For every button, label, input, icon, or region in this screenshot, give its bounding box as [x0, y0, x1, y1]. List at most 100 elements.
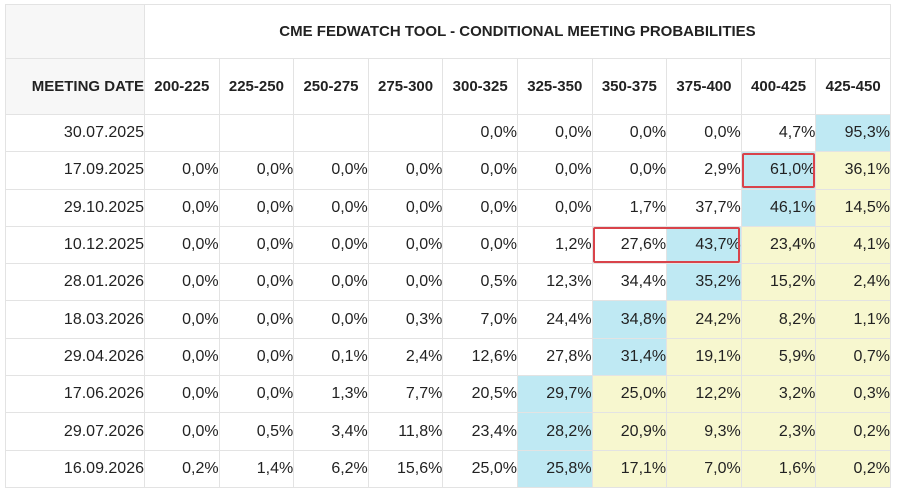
- probability-cell: 95,3%: [815, 113, 891, 153]
- probability-cell: 34,8%: [591, 300, 668, 339]
- probability-cell: 3,4%: [293, 412, 369, 451]
- probability-cell: 0,0%: [442, 225, 518, 265]
- probability-cell: 25,8%: [516, 449, 593, 488]
- probability-cell: [218, 113, 295, 153]
- probability-cell: 0,5%: [218, 412, 295, 451]
- probability-cell: 2,9%: [666, 151, 742, 190]
- title-row: CME FEDWATCH TOOL - CONDITIONAL MEETING …: [5, 4, 891, 59]
- meeting-date-header: MEETING DATE: [5, 58, 145, 115]
- meeting-date-cell: 29.04.2026: [5, 337, 145, 377]
- probability-cell: 2,3%: [740, 412, 817, 451]
- probability-cell: 0,3%: [815, 375, 891, 414]
- probability-cell: 0,0%: [144, 300, 220, 339]
- probability-cell: 0,0%: [367, 263, 444, 302]
- probability-cell: 0,7%: [815, 337, 891, 377]
- probability-cell: 0,0%: [218, 337, 295, 377]
- table-row: 29.07.2026 0,0% 0,5% 3,4% 11,8% 23,4% 28,2% 20,…: [5, 412, 891, 451]
- table-row: 18.03.2026 0,0% 0,0% 0,0% 0,3% 7,0% 24,4% 34,8%…: [5, 300, 891, 339]
- probability-cell: 25,0%: [591, 375, 668, 414]
- probability-cell: 12,6%: [442, 337, 518, 377]
- probability-cell: [293, 113, 369, 153]
- probability-cell: 24,4%: [516, 300, 593, 339]
- probability-cell: 0,0%: [516, 188, 593, 227]
- table-row: 29.04.2026 0,0% 0,0% 0,1% 2,4% 12,6% 27,8% 31,4…: [5, 337, 891, 377]
- meeting-date-cell: 29.10.2025: [5, 188, 145, 227]
- table-body: 30.07.2025 0,0% 0,0% 0,0% 0,0% 4,7% 95,3% 17.09…: [5, 113, 891, 488]
- probability-cell: 29,7%: [516, 375, 593, 414]
- probability-cell: 1,6%: [740, 449, 817, 488]
- probability-cell: 27,6%: [591, 225, 668, 265]
- probability-cell: 0,0%: [218, 263, 295, 302]
- probability-cell: 15,2%: [740, 263, 817, 302]
- header-row: MEETING DATE 200-225 225-250 250-275 275-30…: [5, 58, 891, 115]
- table-row: 10.12.2025 0,0% 0,0% 0,0% 0,0% 0,0% 1,2% 27,6% 4…: [5, 225, 891, 265]
- meeting-date-cell: 30.07.2025: [5, 113, 145, 153]
- probability-cell: 0,2%: [815, 449, 891, 488]
- probability-cell: 0,0%: [293, 300, 369, 339]
- probability-cell: 34,4%: [591, 263, 668, 302]
- table-row: 28.01.2026 0,0% 0,0% 0,0% 0,0% 0,5% 12,3% 34,4%…: [5, 263, 891, 302]
- probability-cell: 0,0%: [144, 225, 220, 265]
- probability-cell: 20,5%: [442, 375, 518, 414]
- probability-cell: [367, 113, 444, 153]
- probability-cell: 0,0%: [442, 188, 518, 227]
- probability-cell: 12,2%: [666, 375, 742, 414]
- title-corner: [5, 4, 145, 59]
- probability-cell: 0,2%: [144, 449, 220, 488]
- probability-cell: 0,0%: [293, 188, 369, 227]
- probability-cell: 11,8%: [367, 412, 444, 451]
- fedwatch-table: CME FEDWATCH TOOL - CONDITIONAL MEETING …: [5, 4, 891, 488]
- meeting-date-cell: 16.09.2026: [5, 449, 145, 488]
- probability-cell: 0,0%: [144, 375, 220, 414]
- probability-cell: 6,2%: [293, 449, 369, 488]
- probability-cell: 27,8%: [516, 337, 593, 377]
- rate-range-header: 250-275: [293, 58, 369, 115]
- probability-cell: 31,4%: [591, 337, 668, 377]
- probability-cell: 0,0%: [144, 188, 220, 227]
- probability-cell: 20,9%: [591, 412, 668, 451]
- probability-cell: 8,2%: [740, 300, 817, 339]
- probability-cell: 0,0%: [516, 151, 593, 190]
- meeting-date-cell: 18.03.2026: [5, 300, 145, 339]
- probability-cell: 0,0%: [144, 412, 220, 451]
- probability-cell: 1,7%: [591, 188, 668, 227]
- probability-cell: 0,0%: [144, 263, 220, 302]
- probability-cell: 0,0%: [591, 113, 668, 153]
- probability-cell: 0,5%: [442, 263, 518, 302]
- probability-cell: 9,3%: [666, 412, 742, 451]
- meeting-date-cell: 17.09.2025: [5, 151, 145, 190]
- probability-cell: 0,0%: [516, 113, 593, 153]
- probability-cell: 0,2%: [815, 412, 891, 451]
- probability-cell: 15,6%: [367, 449, 444, 488]
- probability-cell: 46,1%: [740, 188, 817, 227]
- rate-range-header: 350-375: [591, 58, 668, 115]
- probability-cell: 0,0%: [218, 300, 295, 339]
- probability-cell: 1,4%: [218, 449, 295, 488]
- rate-range-header: 400-425: [740, 58, 817, 115]
- probability-cell: 7,7%: [367, 375, 444, 414]
- probability-cell: 25,0%: [442, 449, 518, 488]
- table-title: CME FEDWATCH TOOL - CONDITIONAL MEETING …: [144, 4, 891, 59]
- probability-cell: 0,0%: [144, 337, 220, 377]
- probability-cell: 1,3%: [293, 375, 369, 414]
- probability-cell: 0,0%: [218, 225, 295, 265]
- meeting-date-cell: 29.07.2026: [5, 412, 145, 451]
- probability-cell: 0,0%: [218, 151, 295, 190]
- rate-range-header: 300-325: [442, 58, 518, 115]
- probability-cell: 23,4%: [442, 412, 518, 451]
- probability-cell: 0,0%: [218, 188, 295, 227]
- table-row: 17.09.2025 0,0% 0,0% 0,0% 0,0% 0,0% 0,0% 0,0% 2,…: [5, 151, 891, 190]
- rate-range-header: 275-300: [367, 58, 444, 115]
- probability-cell: 0,0%: [293, 263, 369, 302]
- probability-cell: 24,2%: [666, 300, 742, 339]
- meeting-date-cell: 17.06.2026: [5, 375, 145, 414]
- probability-cell: 0,0%: [367, 151, 444, 190]
- probability-cell: 0,0%: [666, 113, 742, 153]
- table-row: 30.07.2025 0,0% 0,0% 0,0% 0,0% 4,7% 95,3%: [5, 113, 891, 153]
- rate-range-header: 375-400: [666, 58, 742, 115]
- probability-cell: 61,0%: [740, 151, 817, 190]
- probability-cell: 1,2%: [516, 225, 593, 265]
- probability-cell: 0,0%: [442, 113, 518, 153]
- probability-cell: 36,1%: [815, 151, 891, 190]
- probability-cell: 5,9%: [740, 337, 817, 377]
